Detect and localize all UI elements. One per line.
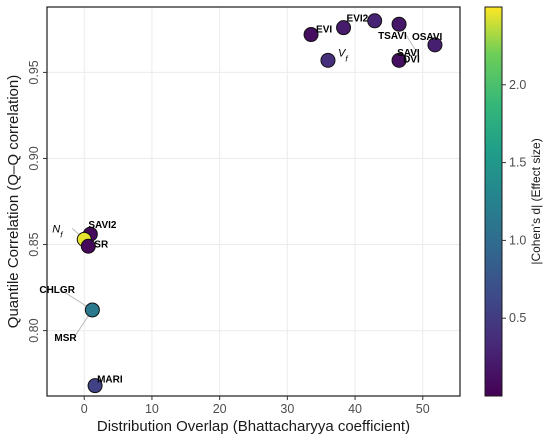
data-point: [320, 52, 336, 68]
data-point: [391, 52, 407, 68]
colorbar-tick-label: 0.5: [509, 311, 526, 325]
grid: [47, 7, 460, 396]
data-point: [87, 378, 103, 394]
point-label: CHLGR: [39, 285, 75, 296]
point-label: SR: [94, 239, 109, 250]
point-label-subscript: f: [60, 230, 63, 239]
point-label: EVI2: [347, 14, 369, 25]
point-label: TSAVI: [378, 31, 407, 42]
label-connectors: [59, 23, 418, 338]
point-label: Nf: [52, 223, 63, 239]
point-label: Vf: [338, 47, 348, 63]
colorbar-tick-label: 1.5: [509, 156, 526, 170]
data-points: [76, 13, 443, 394]
point-labels: EVI EVI2 TSAVI SAVI OSAVI DVI Vf SAVI2 Nf SR CHLGR…: [39, 14, 442, 386]
y-tick-label: 0.85: [27, 232, 41, 256]
y-tick-label: 0.90: [27, 146, 41, 170]
x-tick-label: 40: [348, 402, 362, 416]
point-label: SAVI: [397, 48, 420, 59]
x-tick-label: 20: [213, 402, 227, 416]
point-label: SAVI2: [88, 220, 117, 231]
colorbar-tick-label: 2.0: [509, 78, 526, 92]
x-tick-label: 30: [280, 402, 294, 416]
x-axis-title: Distribution Overlap (Bhattacharyya coef…: [97, 418, 410, 435]
data-point: [84, 302, 100, 318]
point-label: EVI: [316, 25, 332, 36]
plot-frame: [46, 6, 461, 397]
data-point: [336, 20, 352, 36]
colorbar-tick-label: 1.0: [509, 233, 526, 247]
colorbar-title: |Cohen's d| (Effect size): [529, 138, 543, 264]
data-point: [367, 13, 383, 29]
y-tick-label: 0.80: [27, 318, 41, 342]
colorbar: [484, 6, 503, 397]
point-label: MSR: [54, 333, 77, 344]
y-axis-title: Quantile Correlation (Q–Q correlation): [5, 75, 22, 328]
data-point: [80, 238, 96, 254]
point-label: MARI: [97, 375, 123, 386]
data-point: [427, 37, 443, 53]
data-point: [303, 27, 319, 43]
point-label: OSAVI: [412, 32, 443, 43]
point-label: DVI: [403, 54, 420, 65]
x-tick-label: 0: [81, 402, 88, 416]
point-label-subscript: f: [345, 54, 348, 63]
y-tick-label: 0.95: [27, 60, 41, 84]
x-tick-label: 10: [145, 402, 159, 416]
y-axis-ticks: 0.80 0.85 0.90 0.95: [27, 60, 47, 343]
colorbar-ticks: 0.5 1.0 1.5 2.0: [502, 78, 526, 325]
data-point: [391, 16, 407, 32]
x-axis-ticks: 0 10 20 30 40 50: [81, 396, 430, 416]
x-tick-label: 50: [416, 402, 430, 416]
